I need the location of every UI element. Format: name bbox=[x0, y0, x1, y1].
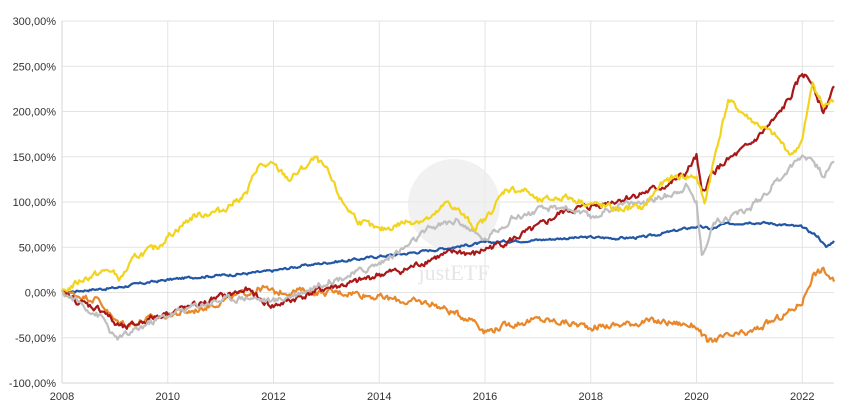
x-tick-label: 2020 bbox=[684, 391, 708, 403]
y-tick-label: -100,00% bbox=[9, 378, 56, 390]
x-tick-label: 2018 bbox=[579, 391, 603, 403]
x-tick-label: 2012 bbox=[261, 391, 285, 403]
x-tick-label: 2008 bbox=[50, 391, 74, 403]
y-tick-label: 300,00% bbox=[13, 16, 57, 28]
y-tick-label: 50,00% bbox=[19, 242, 57, 254]
x-tick-label: 2022 bbox=[790, 391, 814, 403]
y-tick-label: 100,00% bbox=[13, 197, 57, 209]
y-tick-label: -50,00% bbox=[15, 333, 56, 345]
y-tick-label: 200,00% bbox=[13, 107, 57, 119]
y-tick-label: 150,00% bbox=[13, 152, 57, 164]
y-tick-label: 0,00% bbox=[25, 288, 56, 300]
series-line bbox=[60, 154, 835, 341]
series-group bbox=[60, 72, 836, 343]
watermark-circle bbox=[408, 159, 500, 251]
x-tick-label: 2010 bbox=[156, 391, 180, 403]
series-line bbox=[61, 266, 836, 343]
series-line bbox=[61, 220, 835, 294]
axis-labels: 300,00% 250,00% 200,00% 150,00% 100,00% 50,00… bbox=[9, 16, 815, 403]
y-tick-label: 250,00% bbox=[13, 61, 57, 73]
watermark-text: justETF bbox=[418, 260, 490, 285]
series-line bbox=[61, 81, 835, 293]
x-tick-label: 2016 bbox=[473, 391, 497, 403]
x-tick-label: 2014 bbox=[367, 391, 391, 403]
